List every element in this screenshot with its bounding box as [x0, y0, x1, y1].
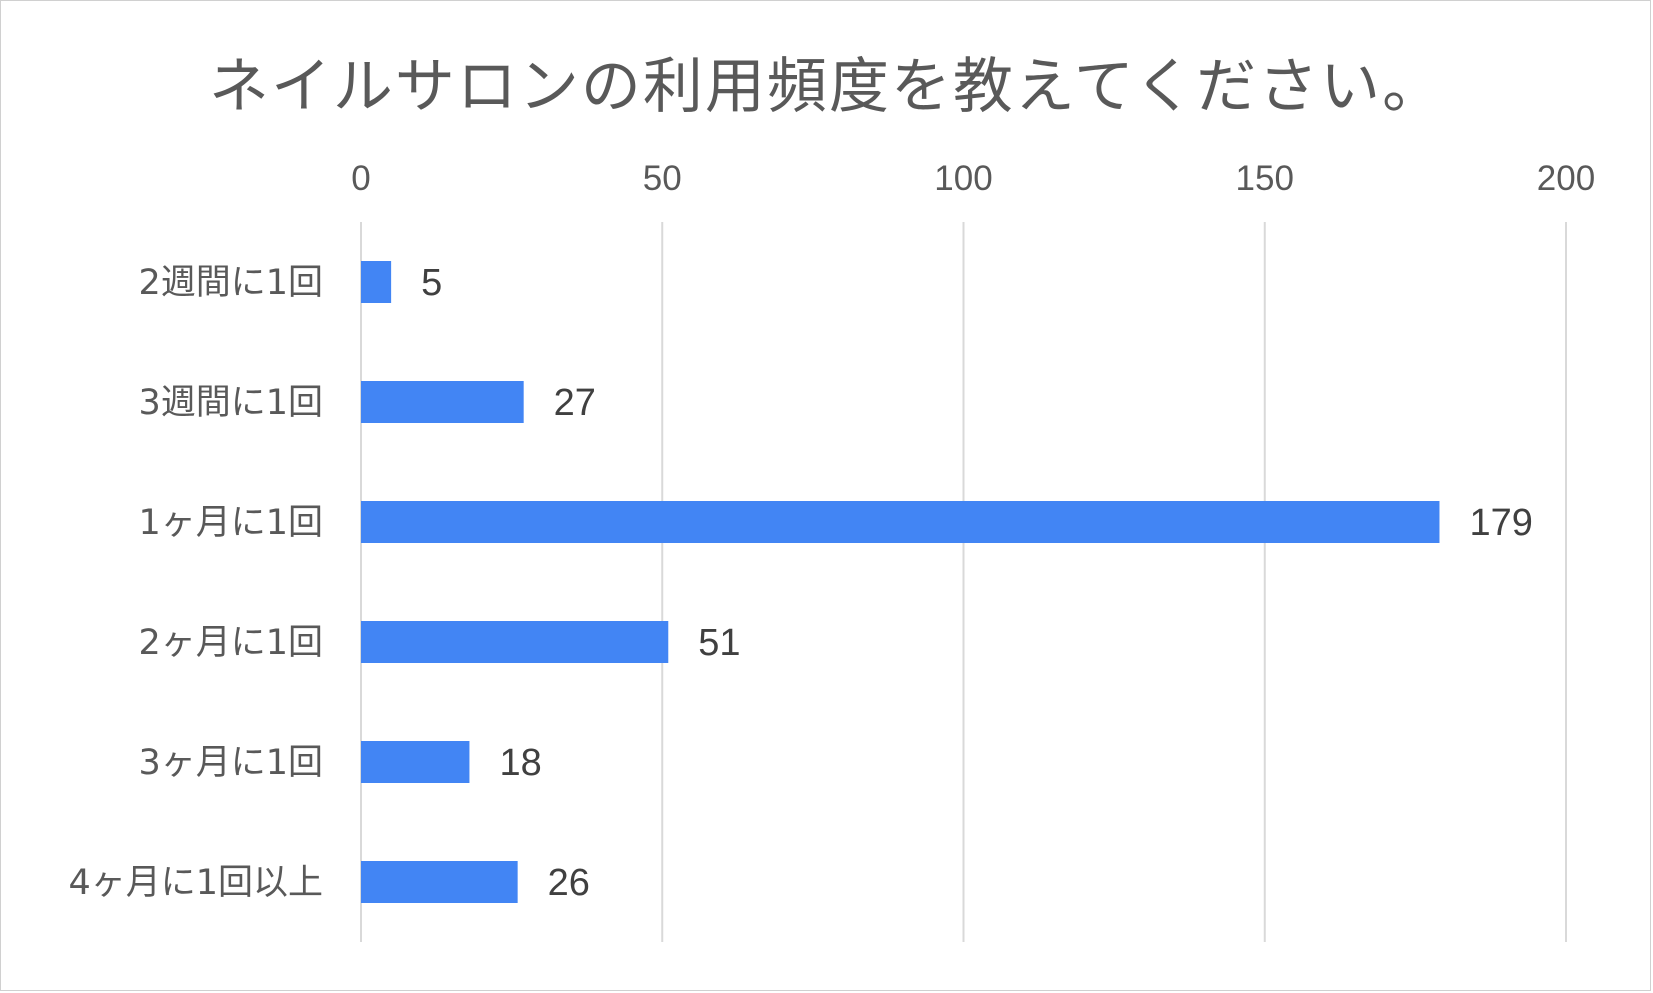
chart-title: ネイルサロンの利用頻度を教えてください。 [208, 52, 1445, 122]
category-label: 4ヶ月に1回以上 [68, 863, 323, 903]
bar-5 [361, 861, 518, 903]
data-label: 27 [554, 382, 596, 424]
data-label: 179 [1469, 502, 1532, 544]
bar-2 [361, 501, 1440, 543]
x-tick-label: 0 [351, 159, 370, 198]
bar-0 [361, 261, 392, 303]
bar-4 [361, 741, 470, 783]
data-label: 5 [421, 262, 442, 304]
data-labels: 5 27 179 51 18 26 [421, 262, 1533, 904]
data-label: 51 [698, 622, 740, 664]
category-label: 2ヶ月に1回 [138, 623, 323, 663]
gridlines [360, 222, 1567, 942]
x-tick-label: 150 [1236, 159, 1294, 198]
category-label: 3週間に1回 [138, 383, 323, 423]
x-tick-label: 200 [1537, 159, 1595, 198]
category-label: 2週間に1回 [138, 263, 323, 303]
x-tick-label: 50 [643, 159, 682, 198]
bar-1 [361, 381, 524, 423]
category-label: 3ヶ月に1回 [138, 743, 323, 783]
category-label: 1ヶ月に1回 [138, 503, 323, 543]
data-label: 26 [548, 862, 590, 904]
bar-3 [361, 621, 669, 663]
bars [361, 261, 1440, 903]
category-labels: 2週間に1回 3週間に1回 1ヶ月に1回 2ヶ月に1回 3ヶ月に1回 4ヶ月に1回以上 [68, 263, 323, 903]
data-label: 18 [499, 742, 541, 784]
x-axis-ticks: 0 50 100 150 200 [351, 159, 1595, 198]
x-tick-label: 100 [934, 159, 992, 198]
